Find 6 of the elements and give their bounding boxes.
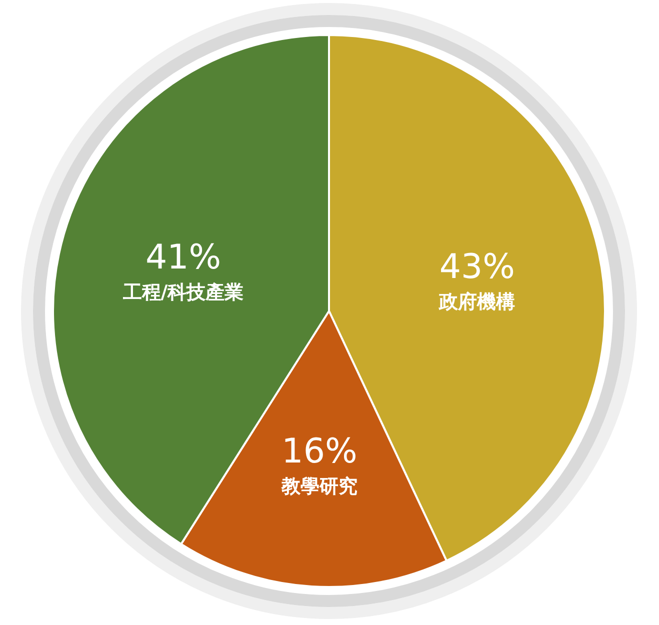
slice-label: 政府機構 [438,290,516,313]
slice-label: 教學研究 [280,476,358,498]
data-label: 16% [282,432,358,472]
data-label: 43% [439,246,515,287]
data-label: 41% [145,238,222,278]
slice-label: 工程/科技產業 [122,282,244,304]
